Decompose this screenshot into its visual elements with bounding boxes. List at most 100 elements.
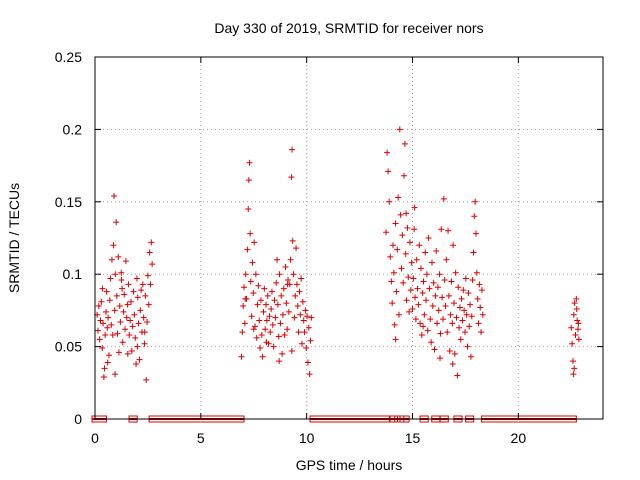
data-point [114, 330, 121, 337]
data-point [242, 295, 249, 302]
data-point [573, 305, 580, 312]
data-point [242, 271, 249, 278]
data-point [478, 287, 485, 294]
data-point [415, 301, 422, 308]
x-tick-label: 0 [91, 430, 99, 446]
data-point [279, 350, 286, 357]
data-point [241, 320, 248, 327]
data-point [270, 343, 277, 350]
data-point [391, 321, 398, 328]
data-point [439, 294, 446, 301]
data-point [112, 271, 119, 278]
data-point [399, 232, 406, 239]
data-point [460, 287, 467, 294]
data-point [130, 288, 137, 295]
data-point [395, 194, 402, 201]
data-point [396, 126, 403, 133]
data-point [252, 323, 259, 330]
data-point [134, 343, 141, 350]
data-point [254, 301, 261, 308]
data-point [436, 271, 443, 278]
data-point [404, 224, 411, 231]
data-point [440, 195, 447, 202]
data-point [138, 287, 145, 294]
data-point [293, 281, 300, 288]
data-point [575, 336, 582, 343]
data-point [143, 376, 150, 383]
data-point [246, 159, 253, 166]
data-point [140, 314, 147, 321]
data-point [274, 256, 281, 263]
data-point [410, 275, 417, 282]
data-point [441, 276, 448, 283]
data-point [112, 371, 119, 378]
data-point [300, 317, 307, 324]
data-point [569, 358, 576, 365]
data-point [467, 353, 474, 360]
data-point [268, 288, 275, 295]
data-point [127, 317, 134, 324]
data-point [442, 303, 449, 310]
data-point [250, 326, 257, 333]
data-point [276, 358, 283, 365]
data-point [284, 281, 291, 288]
data-point [127, 298, 134, 305]
data-point [119, 285, 126, 292]
data-point [240, 303, 247, 310]
data-point [403, 210, 410, 217]
data-point [263, 301, 270, 308]
data-point [269, 321, 276, 328]
data-point [257, 297, 264, 304]
data-point [463, 311, 470, 318]
data-point [94, 327, 101, 334]
data-point [298, 275, 305, 282]
data-point [448, 278, 455, 285]
data-point [146, 249, 153, 256]
data-point [478, 329, 485, 336]
data-point [105, 352, 112, 359]
data-point [571, 365, 578, 372]
data-point [126, 332, 133, 339]
data-point [119, 339, 126, 346]
data-point [301, 329, 308, 336]
data-point [134, 294, 141, 301]
data-point [288, 347, 295, 354]
data-point [435, 307, 442, 314]
data-point [264, 292, 271, 299]
data-point [288, 174, 295, 181]
data-point [469, 276, 476, 283]
data-point [466, 323, 473, 330]
data-point [145, 301, 152, 308]
data-point [423, 297, 430, 304]
data-point [456, 304, 463, 311]
grid-lines [95, 57, 603, 419]
data-point [118, 276, 125, 283]
data-point [124, 350, 131, 357]
data-point [414, 285, 421, 292]
data-point [568, 324, 575, 331]
data-point [291, 314, 298, 321]
y-tick-label: 0.25 [55, 49, 82, 65]
data-point [133, 360, 140, 367]
data-point [453, 314, 460, 321]
data-point [416, 242, 423, 249]
data-point [287, 256, 294, 263]
data-point [113, 292, 120, 299]
data-point [305, 324, 312, 331]
data-point [104, 359, 111, 366]
data-point [110, 242, 117, 249]
data-point [452, 269, 459, 276]
data-point [473, 269, 480, 276]
data-point [285, 308, 292, 315]
data-point [135, 320, 142, 327]
data-point [412, 294, 419, 301]
data-point [144, 272, 151, 279]
data-point [470, 249, 477, 256]
data-point [271, 297, 278, 304]
data-point [100, 374, 107, 381]
data-point [289, 146, 296, 153]
data-point [476, 281, 483, 288]
data-point [148, 239, 155, 246]
data-point [411, 204, 418, 211]
